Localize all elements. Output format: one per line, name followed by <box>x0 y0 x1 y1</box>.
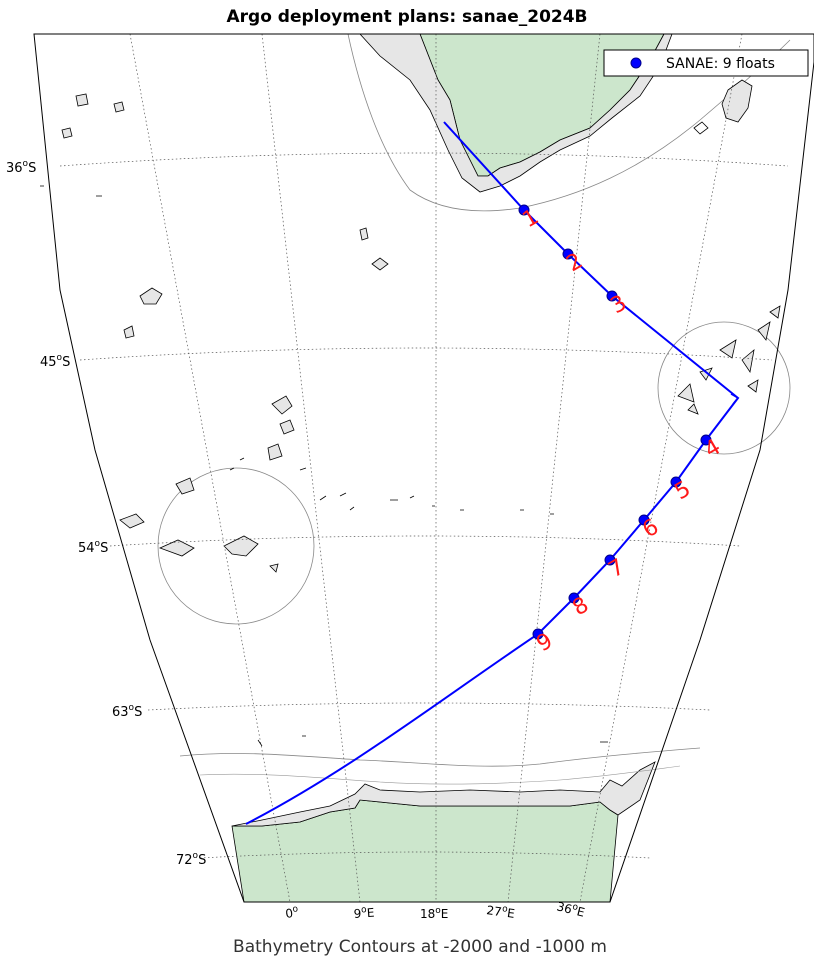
float-markers <box>518 204 712 640</box>
map-boundary <box>33 33 814 903</box>
float-9-marker <box>532 628 544 640</box>
scattered-contours <box>40 185 608 747</box>
lat-label-72: 72oS <box>176 851 206 868</box>
lon-label-36: 36oE <box>555 898 586 919</box>
float-2-marker <box>562 248 574 260</box>
float-6-marker <box>638 514 650 526</box>
lat-label-54: 54oS <box>78 539 108 556</box>
map-caption: Bathymetry Contours at -2000 and -1000 m <box>233 937 607 957</box>
lat-label-45: 45oS <box>40 353 70 370</box>
float-8-marker <box>568 592 580 604</box>
lon-label-9: 9oE <box>353 905 375 921</box>
map-title: Argo deployment plans: sanae_2024B <box>226 7 587 27</box>
latitude-gridlines <box>59 152 789 859</box>
south-atlantic-islands <box>119 477 279 573</box>
float-3-marker <box>606 290 618 302</box>
small-island-east <box>693 121 709 135</box>
south-atlantic-ring <box>157 467 315 625</box>
lat-label-36: 36oS <box>6 159 36 176</box>
lon-label-18: 18oE <box>420 906 448 921</box>
lon-label-0: 0o <box>284 904 300 921</box>
track-turn-marker <box>730 393 740 405</box>
longitude-gridlines <box>129 33 743 903</box>
madagascar-island <box>721 79 753 123</box>
map-frame <box>34 34 814 902</box>
float-1-marker <box>518 204 530 216</box>
africa-shelf <box>359 33 673 193</box>
float-5-marker <box>670 476 682 488</box>
float-7-marker <box>604 554 616 566</box>
antarctic-shelf <box>231 761 656 827</box>
legend: SANAE: 9 floats <box>603 49 809 77</box>
float-4-marker <box>700 434 712 446</box>
antarctic-contour-1000 <box>199 765 681 785</box>
crozet-ring <box>657 321 791 455</box>
lon-label-27: 27oE <box>486 902 516 921</box>
mid-atlantic-islands <box>61 93 389 461</box>
antarctic-contour-2000 <box>179 747 701 767</box>
legend-marker <box>630 57 642 69</box>
deployment-track <box>245 121 740 825</box>
lat-label-63: 63oS <box>112 703 142 720</box>
legend-label: SANAE: 9 floats <box>666 56 775 72</box>
